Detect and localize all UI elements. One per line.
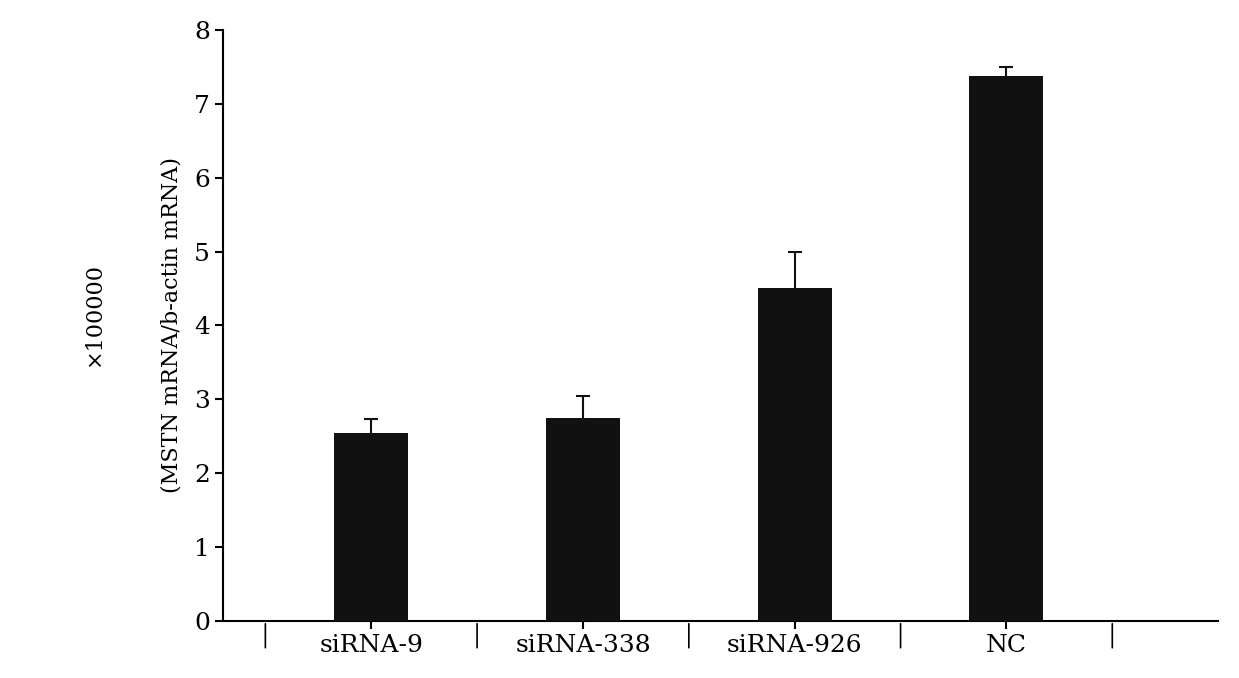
Bar [546, 418, 620, 621]
Bar [757, 288, 831, 621]
Text: ×100000: ×100000 [83, 262, 104, 365]
Bar [969, 76, 1043, 621]
Y-axis label: (MSTN mRNA/b-actin mRNA): (MSTN mRNA/b-actin mRNA) [161, 157, 183, 494]
Bar [335, 433, 409, 621]
